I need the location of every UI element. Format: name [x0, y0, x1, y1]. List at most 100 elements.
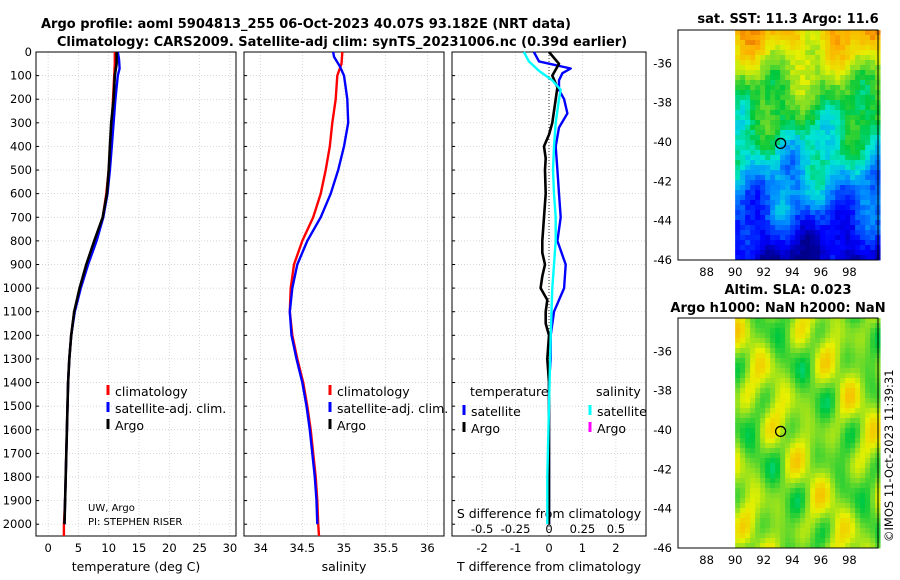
map-cell	[820, 230, 826, 236]
map-cell	[735, 368, 741, 374]
map-cell	[835, 55, 841, 61]
map-cell	[820, 35, 826, 41]
map-cell	[810, 448, 816, 454]
map-cell	[810, 80, 816, 86]
map-cell	[855, 318, 861, 324]
map-cell	[785, 493, 791, 499]
map-cell	[825, 85, 831, 91]
map-cell	[780, 363, 786, 369]
map-cell	[835, 473, 841, 479]
map-cell	[765, 448, 771, 454]
map-cell	[860, 363, 866, 369]
map-cell	[790, 220, 796, 226]
map-cell	[860, 175, 866, 181]
map-cell	[850, 135, 856, 141]
map-cell	[830, 438, 836, 444]
map-cell	[845, 180, 851, 186]
map-cell	[765, 220, 771, 226]
map-cell	[780, 240, 786, 246]
map-cell	[805, 120, 811, 126]
map-cell	[850, 45, 856, 51]
map-cell	[815, 205, 821, 211]
map-cell	[815, 240, 821, 246]
map-cell	[865, 338, 871, 344]
map-cell	[825, 180, 831, 186]
map-cell	[800, 255, 806, 261]
map-cell	[785, 75, 791, 81]
map-cell	[850, 215, 856, 221]
map-cell	[765, 80, 771, 86]
map-cell	[785, 115, 791, 121]
map-cell	[740, 155, 746, 161]
map-cell	[740, 523, 746, 529]
map-cell	[755, 423, 761, 429]
map-cell	[805, 60, 811, 66]
map-cell	[785, 165, 791, 171]
map-x-tick-label: 96	[814, 553, 829, 567]
map-cell	[850, 90, 856, 96]
map-cell	[735, 175, 741, 181]
map-cell	[865, 200, 871, 206]
map-cell	[810, 145, 816, 151]
map-cell	[845, 513, 851, 519]
map-cell	[855, 438, 861, 444]
map-cell	[815, 45, 821, 51]
map-cell	[850, 30, 856, 36]
map-cell	[740, 145, 746, 151]
map-cell	[820, 468, 826, 474]
map-cell	[795, 125, 801, 131]
map-cell	[770, 90, 776, 96]
map-cell	[830, 368, 836, 374]
map-cell	[755, 115, 761, 121]
map-cell	[805, 255, 811, 261]
map-cell	[760, 428, 766, 434]
map-cell	[865, 110, 871, 116]
map-cell	[855, 358, 861, 364]
map-cell	[810, 115, 816, 121]
map-cell	[855, 338, 861, 344]
map-cell	[800, 438, 806, 444]
map-cell	[770, 195, 776, 201]
map-cell	[780, 438, 786, 444]
map-cell	[835, 175, 841, 181]
map-cell	[855, 70, 861, 76]
map-cell	[785, 393, 791, 399]
map-cell	[740, 50, 746, 56]
map-cell	[750, 100, 756, 106]
map-cell	[780, 175, 786, 181]
map-cell	[860, 538, 866, 544]
map-cell	[800, 433, 806, 439]
map-cell	[865, 135, 871, 141]
map-cell	[825, 235, 831, 241]
map-cell	[800, 323, 806, 329]
map-cell	[805, 180, 811, 186]
map-cell	[785, 378, 791, 384]
map-cell	[815, 65, 821, 71]
map-cell	[750, 418, 756, 424]
map-cell	[785, 130, 791, 136]
map-cell	[815, 483, 821, 489]
map-cell	[735, 185, 741, 191]
map-cell	[770, 50, 776, 56]
map-cell	[830, 95, 836, 101]
map-cell	[795, 120, 801, 126]
map-y-tick-label: -36	[653, 56, 672, 70]
map-cell	[760, 413, 766, 419]
map-cell	[795, 170, 801, 176]
map-cell	[750, 230, 756, 236]
map-cell	[735, 225, 741, 231]
map-cell	[855, 160, 861, 166]
map-cell	[795, 538, 801, 544]
map-cell	[810, 538, 816, 544]
map-cell	[750, 190, 756, 196]
map-cell	[755, 408, 761, 414]
map-cell	[805, 85, 811, 91]
map-cell	[800, 140, 806, 146]
map-cell	[760, 180, 766, 186]
map-cell	[845, 338, 851, 344]
map-cell	[800, 518, 806, 524]
map-cell	[855, 333, 861, 339]
map-cell	[825, 388, 831, 394]
map-cell	[870, 140, 876, 146]
map-cell	[810, 130, 816, 136]
